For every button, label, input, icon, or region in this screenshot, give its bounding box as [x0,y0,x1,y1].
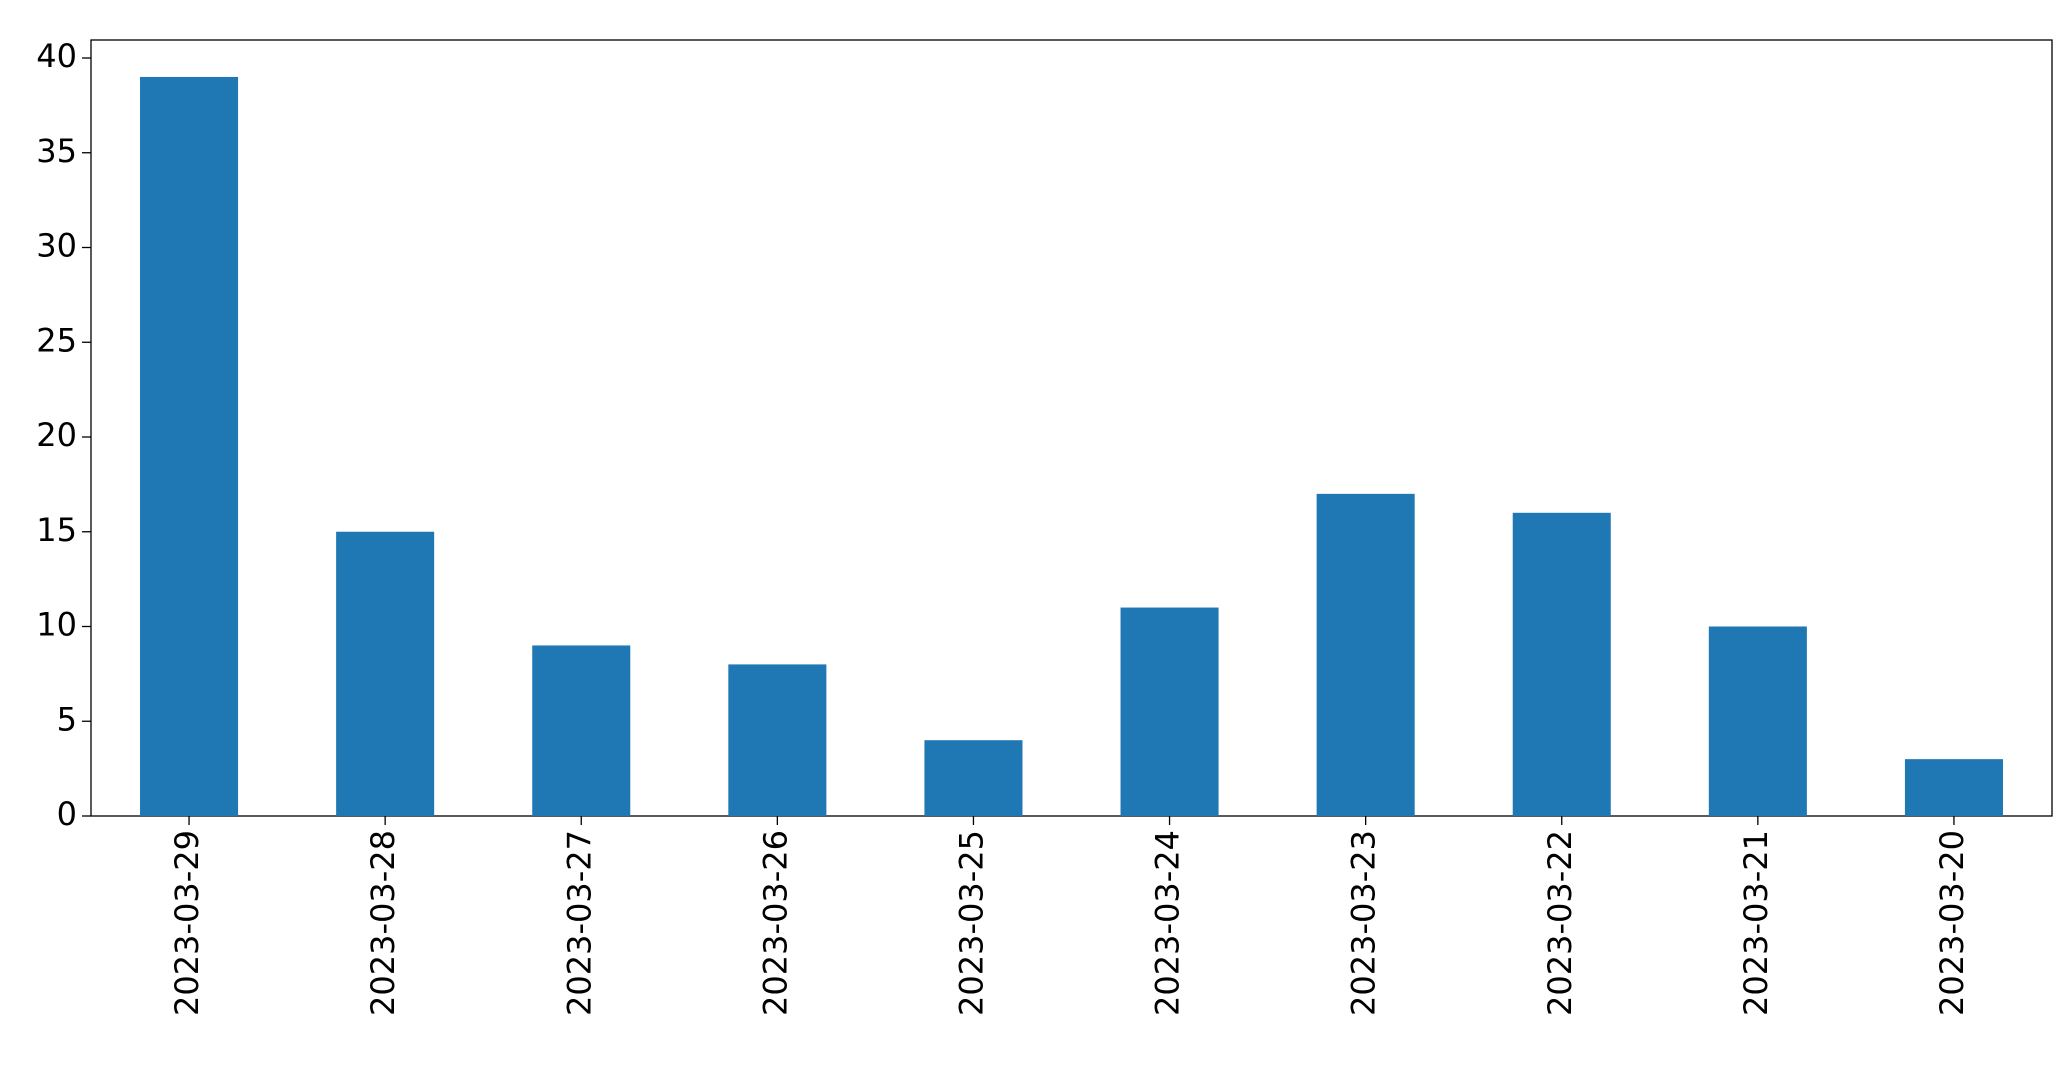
x-tick-label: 2023-03-21 [1737,830,1775,1016]
y-tick-label: 30 [36,227,77,265]
bar [1316,493,1415,816]
bar [336,531,435,816]
x-tick-label: 2023-03-23 [1345,830,1383,1016]
x-tick-label: 2023-03-22 [1541,830,1579,1016]
y-tick-label: 35 [36,132,77,170]
y-tick-label: 5 [57,700,77,738]
x-tick-label: 2023-03-24 [1149,830,1187,1016]
x-tick-label: 2023-03-20 [1933,830,1971,1016]
x-tick-label: 2023-03-25 [952,830,990,1016]
y-tick-label: 0 [57,795,77,833]
bar [532,645,631,816]
y-tick-label: 25 [36,321,77,359]
bar [728,664,827,816]
x-tick-label: 2023-03-28 [364,830,402,1016]
bar [1120,607,1219,816]
y-tick-label: 15 [36,511,77,549]
x-tick-label: 2023-03-27 [560,830,598,1016]
y-tick-label: 40 [36,37,77,75]
plot-frame [90,39,2053,817]
bar [1904,759,2003,816]
y-tick-label: 10 [36,606,77,644]
bar [1512,512,1611,816]
x-tick-label: 2023-03-29 [168,830,206,1016]
bar [140,76,239,816]
bar [1708,626,1807,816]
y-tick-label: 20 [36,416,77,454]
bar [924,740,1023,816]
x-tick-label: 2023-03-26 [756,830,794,1016]
